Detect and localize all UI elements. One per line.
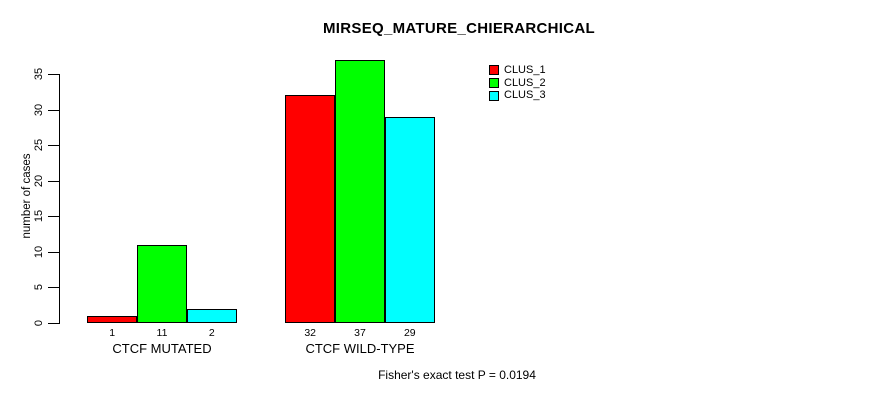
y-axis-label: number of cases bbox=[21, 153, 33, 239]
y-tick-label: 5 bbox=[33, 284, 45, 291]
y-tick-mark bbox=[48, 145, 59, 147]
legend-swatch-red bbox=[489, 65, 499, 76]
y-tick-label: 20 bbox=[33, 174, 45, 187]
y-tick-mark bbox=[48, 216, 59, 218]
annotation-text: Fisher's exact test P = 0.0194 bbox=[378, 368, 536, 382]
y-tick-label: 30 bbox=[33, 103, 45, 116]
legend-label: CLUS_2 bbox=[504, 76, 546, 89]
bar-clus_2-2 bbox=[335, 59, 385, 323]
y-tick-label: 0 bbox=[33, 319, 45, 327]
bar-clus_3-1 bbox=[186, 308, 237, 323]
bar-value-label: 29 bbox=[403, 327, 416, 339]
bar-clus_3-2 bbox=[384, 116, 435, 323]
group-label-2: CTCF WILD-TYPE bbox=[305, 340, 415, 356]
y-tick-label: 35 bbox=[33, 67, 45, 81]
y-tick-label: 10 bbox=[33, 245, 45, 258]
chart-title: MIRSEQ_MATURE_CHIERARCHICAL bbox=[323, 20, 595, 37]
legend-item-clus-1: CLUS_1 bbox=[489, 64, 546, 77]
bar-value-label: 2 bbox=[208, 327, 215, 339]
legend-label: CLUS_1 bbox=[504, 63, 546, 76]
legend-swatch-green bbox=[489, 78, 499, 89]
y-tick-mark bbox=[48, 251, 59, 253]
legend-label: CLUS_3 bbox=[504, 89, 546, 102]
bar-clus_1-2 bbox=[285, 95, 336, 323]
legend-item-clus-2: CLUS_2 bbox=[489, 77, 546, 90]
bar-clus_2-1 bbox=[137, 244, 187, 323]
bar-value-label: 37 bbox=[354, 327, 366, 339]
y-tick-mark bbox=[48, 287, 59, 289]
y-tick-mark bbox=[48, 180, 59, 182]
y-tick-mark bbox=[48, 323, 59, 324]
y-axis-line bbox=[59, 74, 60, 324]
bar-value-label: 32 bbox=[304, 327, 317, 339]
y-tick-label: 25 bbox=[33, 139, 45, 152]
bar-clus_1-1 bbox=[87, 315, 138, 323]
bar-value-label: 1 bbox=[109, 327, 116, 339]
y-tick-mark bbox=[48, 109, 59, 111]
bar-value-label: 11 bbox=[156, 327, 168, 339]
y-tick-label: 15 bbox=[33, 210, 45, 223]
legend-swatch-cyan bbox=[489, 90, 499, 101]
legend: CLUS_1 CLUS_2 CLUS_3 bbox=[489, 64, 546, 102]
group-label-1: CTCF MUTATED bbox=[112, 340, 212, 356]
y-tick-mark bbox=[48, 74, 59, 75]
legend-item-clus-3: CLUS_3 bbox=[489, 89, 546, 102]
